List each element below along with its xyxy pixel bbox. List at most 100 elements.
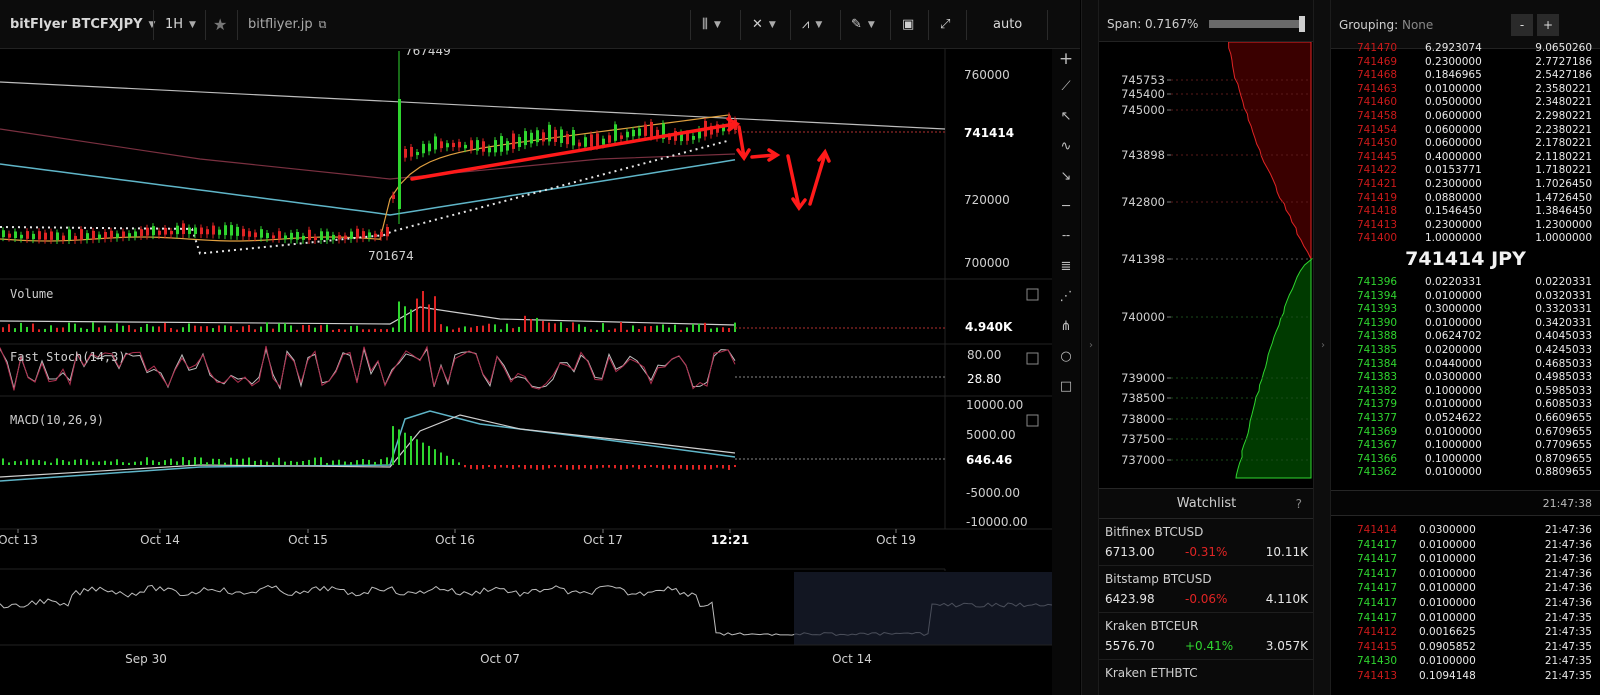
- macd-bar: [266, 461, 268, 465]
- trade-price: 741415: [1357, 640, 1398, 653]
- ask-row[interactable]: 741421 0.2300000 1.7026450: [1331, 178, 1600, 192]
- ask-row[interactable]: 741458 0.0600000 2.2980221: [1331, 110, 1600, 124]
- help-icon[interactable]: ?: [1295, 497, 1302, 511]
- candle: [320, 231, 323, 240]
- bid-row[interactable]: 741384 0.0440000 0.4685033: [1331, 358, 1600, 372]
- bid-row[interactable]: 741385 0.0200000 0.4245033: [1331, 344, 1600, 358]
- bid-row[interactable]: 741367 0.1000000 0.7709655: [1331, 439, 1600, 453]
- bid-row[interactable]: 741379 0.0100000 0.6085033: [1331, 398, 1600, 412]
- bid-row[interactable]: 741362 0.0100000 0.8809655: [1331, 466, 1600, 480]
- ask-row[interactable]: 741450 0.0600000 2.1780221: [1331, 137, 1600, 151]
- candle: [518, 137, 521, 148]
- indicators-button[interactable]: ⩘ ▼: [802, 0, 822, 49]
- watchlist-row[interactable]: Bitfinex BTCUSD 6713.00 -0.31% 10.11K: [1099, 519, 1314, 566]
- square-icon[interactable]: □: [1059, 379, 1073, 394]
- pencil-icon: ✎: [851, 17, 862, 32]
- exchange-link[interactable]: bitfliyer.jp ⧉: [248, 0, 326, 49]
- fib-icon[interactable]: ⋔: [1060, 319, 1072, 334]
- macd-bar: [122, 462, 124, 465]
- arrow-icon[interactable]: ↘: [1060, 169, 1072, 184]
- candle: [38, 231, 41, 240]
- bid-row[interactable]: 741396 0.0220331 0.0220331: [1331, 276, 1600, 290]
- bid-row[interactable]: 741390 0.0100000 0.3420331: [1331, 317, 1600, 331]
- candle: [410, 146, 413, 157]
- symbol-selector[interactable]: bitFlyer BTCFXJPY ▼: [10, 0, 155, 49]
- volume-bar: [506, 323, 508, 332]
- bid-size: 0.1000000: [1425, 384, 1482, 397]
- span-slider-track[interactable]: [1209, 20, 1301, 28]
- ask-size: 6.2923074: [1425, 42, 1482, 54]
- panel-divider[interactable]: ›: [1313, 0, 1331, 695]
- watchlist-row[interactable]: Bitstamp BTCUSD 6423.98 -0.06% 4.110K: [1099, 566, 1314, 613]
- ask-row[interactable]: 741468 0.1846965 2.5427186: [1331, 69, 1600, 83]
- ask-row[interactable]: 741470 6.2923074 9.0650260: [1331, 42, 1600, 56]
- ask-row[interactable]: 741418 0.1546450 1.3846450: [1331, 205, 1600, 219]
- close-panel-icon[interactable]: [1026, 352, 1039, 365]
- time-tick: Oct 19: [876, 533, 916, 547]
- curve-icon[interactable]: ∿: [1060, 139, 1072, 154]
- chart-type-button[interactable]: ⫼ ▼: [702, 0, 721, 49]
- grouping-plus-button[interactable]: +: [1537, 14, 1559, 36]
- navigator-window[interactable]: [794, 572, 1052, 645]
- star-icon[interactable]: ★: [213, 15, 228, 34]
- bid-row[interactable]: 741394 0.0100000 0.0320331: [1331, 290, 1600, 304]
- scale-mode-button[interactable]: auto: [993, 0, 1022, 49]
- hline-icon[interactable]: ─: [1062, 199, 1070, 214]
- ask-row[interactable]: 741445 0.4000000 2.1180221: [1331, 151, 1600, 165]
- ask-row[interactable]: 741454 0.0600000 2.2380221: [1331, 124, 1600, 138]
- ask-row[interactable]: 741413 0.2300000 1.2300000: [1331, 219, 1600, 233]
- bid-row[interactable]: 741388 0.0624702 0.4045033: [1331, 330, 1600, 344]
- bid-row[interactable]: 741366 0.1000000 0.8709655: [1331, 453, 1600, 467]
- panel-divider[interactable]: ›: [1081, 0, 1099, 695]
- dash-icon[interactable]: ╌: [1062, 229, 1070, 244]
- bid-row[interactable]: 741383 0.0300000 0.4985033: [1331, 371, 1600, 385]
- close-panel-icon[interactable]: [1026, 414, 1039, 427]
- volume-bar: [86, 328, 88, 332]
- ray-icon[interactable]: ↖: [1060, 109, 1072, 124]
- snapshot-button[interactable]: ▣: [902, 0, 914, 49]
- ask-row[interactable]: 741463 0.0100000 2.3580221: [1331, 83, 1600, 97]
- ask-row[interactable]: 741400 1.0000000 1.0000000: [1331, 232, 1600, 246]
- grouping-minus-button[interactable]: -: [1511, 14, 1533, 36]
- bid-row[interactable]: 741377 0.0524622 0.6609655: [1331, 412, 1600, 426]
- trade-size: 0.0100000: [1419, 597, 1476, 609]
- ask-row[interactable]: 741460 0.0500000 2.3480221: [1331, 96, 1600, 110]
- candle: [242, 228, 245, 237]
- watchlist-row[interactable]: Kraken BTCEUR 5576.70 +0.41% 3.057K: [1099, 613, 1314, 660]
- bid-row[interactable]: 741382 0.1000000 0.5985033: [1331, 385, 1600, 399]
- close-panel-icon[interactable]: [1026, 288, 1039, 301]
- candle: [128, 233, 131, 237]
- span-slider-handle[interactable]: [1299, 16, 1305, 32]
- bid-size: 0.0100000: [1425, 425, 1482, 438]
- watchlist-row[interactable]: Kraken ETHBTC: [1099, 660, 1314, 695]
- macd-bar: [194, 457, 196, 465]
- price-chart[interactable]: 760000 741414 720000 700000 767449 70167…: [0, 49, 1052, 695]
- candle: [176, 225, 179, 235]
- grouping-selector[interactable]: Grouping: None: [1339, 18, 1433, 32]
- ask-row[interactable]: 741419 0.0880000 1.4726450: [1331, 192, 1600, 206]
- macd-bar: [92, 461, 94, 465]
- candle: [362, 231, 365, 239]
- interval-selector[interactable]: 1H ▼: [165, 0, 196, 49]
- fullscreen-button[interactable]: ⤢: [940, 0, 950, 49]
- volume-bar: [290, 325, 292, 332]
- compare-button[interactable]: ✕ ▼: [752, 0, 776, 49]
- lines-icon[interactable]: ≣: [1060, 259, 1072, 274]
- circle-icon[interactable]: ○: [1060, 349, 1072, 364]
- ask-row[interactable]: 741422 0.0153771 1.7180221: [1331, 164, 1600, 178]
- volume-bar: [146, 323, 148, 332]
- candle: [674, 131, 677, 141]
- trendline-icon[interactable]: ⟋: [1061, 79, 1071, 94]
- ask-row[interactable]: 741469 0.2300000 2.7727186: [1331, 56, 1600, 70]
- plus-icon[interactable]: +: [1058, 49, 1074, 69]
- bid-row[interactable]: 741369 0.0100000 0.6709655: [1331, 426, 1600, 440]
- macd-bar: [56, 458, 58, 465]
- bid-row[interactable]: 741393 0.3000000 0.3320331: [1331, 303, 1600, 317]
- ask-total: 2.2380221: [1535, 123, 1592, 136]
- chart-area[interactable]: bitFlyer BTCFXJPY ▼ 1H ▼ ★ bitfliyer.jp …: [0, 0, 1080, 695]
- macd-bar: [314, 457, 316, 465]
- volume-bar: [224, 325, 226, 332]
- draw-button[interactable]: ✎ ▼: [851, 0, 875, 49]
- macd-bar: [158, 461, 160, 465]
- fan-icon[interactable]: ⋰: [1059, 289, 1073, 304]
